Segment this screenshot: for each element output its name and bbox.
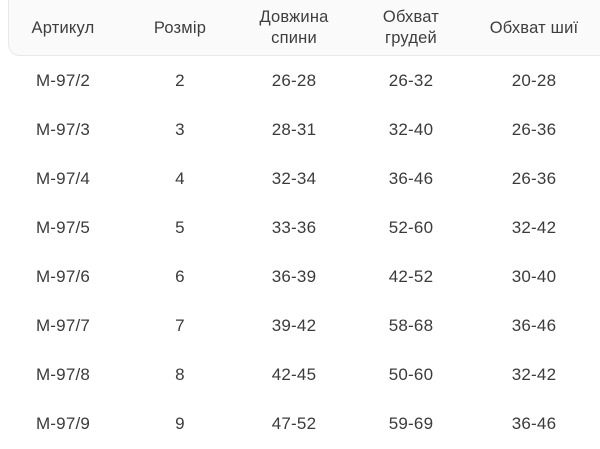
table-row: М-97/9 9 47-52 59-69 36-46 (0, 399, 600, 448)
size-cell: 6 (175, 266, 185, 286)
article-cell: М-97/4 (35, 168, 91, 188)
back-length-cell: 36-39 (271, 266, 317, 286)
back-length-cell: 33-36 (271, 217, 317, 237)
neck-girth-cell: 32-42 (511, 217, 557, 237)
chest-girth-cell: 42-52 (388, 266, 434, 286)
back-length-cell: 47-52 (271, 413, 317, 433)
column-header-label: Довжина спини (259, 8, 329, 47)
column-header-article: Артикул (0, 0, 126, 56)
neck-girth-cell: 30-40 (511, 266, 557, 286)
table-row: М-97/2 2 26-28 26-32 20-28 (0, 56, 600, 105)
neck-girth-cell: 36-46 (511, 315, 557, 335)
back-length-cell: 39-42 (271, 315, 317, 335)
column-header-neck-girth: Обхват шиї (468, 0, 600, 56)
chest-girth-cell: 36-46 (388, 168, 434, 188)
size-cell: 2 (175, 70, 185, 90)
article-cell: М-97/8 (35, 364, 91, 384)
chest-girth-cell: 58-68 (388, 315, 434, 335)
table-row: М-97/5 5 33-36 52-60 32-42 (0, 203, 600, 252)
article-cell: М-97/6 (35, 266, 91, 286)
table-row: М-97/3 3 28-31 32-40 26-36 (0, 105, 600, 154)
size-cell: 5 (175, 217, 185, 237)
table-header-row: Артикул Розмір Довжина спини Обхват груд… (0, 0, 600, 56)
neck-girth-cell: 26-36 (511, 168, 557, 188)
back-length-cell: 26-28 (271, 70, 317, 90)
column-header-back-length: Довжина спини (234, 0, 354, 56)
chest-girth-cell: 59-69 (388, 413, 434, 433)
chest-girth-cell: 26-32 (388, 70, 434, 90)
article-cell: М-97/9 (35, 413, 91, 433)
table-row: М-97/8 8 42-45 50-60 32-42 (0, 350, 600, 399)
chest-girth-cell: 32-40 (388, 119, 434, 139)
article-cell: М-97/5 (35, 217, 91, 237)
size-cell: 4 (175, 168, 185, 188)
size-cell: 8 (175, 364, 185, 384)
chest-girth-cell: 52-60 (388, 217, 434, 237)
back-length-cell: 28-31 (271, 119, 317, 139)
neck-girth-cell: 20-28 (511, 70, 557, 90)
neck-girth-cell: 32-42 (511, 364, 557, 384)
table-row: М-97/7 7 39-42 58-68 36-46 (0, 301, 600, 350)
table-body: М-97/2 2 26-28 26-32 20-28 М-97/3 3 28-3… (0, 56, 600, 448)
column-header-chest-girth: Обхват грудей (354, 0, 468, 56)
article-cell: М-97/3 (35, 119, 91, 139)
size-cell: 9 (175, 413, 185, 433)
chest-girth-cell: 50-60 (388, 364, 434, 384)
table-row: М-97/6 6 36-39 42-52 30-40 (0, 252, 600, 301)
size-cell: 3 (175, 119, 185, 139)
size-cell: 7 (175, 315, 185, 335)
back-length-cell: 32-34 (271, 168, 317, 188)
neck-girth-cell: 26-36 (511, 119, 557, 139)
column-header-label: Артикул (31, 18, 95, 37)
column-header-size: Розмір (126, 0, 234, 56)
column-header-label: Розмір (153, 18, 207, 37)
article-cell: М-97/7 (35, 315, 91, 335)
column-header-label: Обхват грудей (382, 8, 440, 47)
article-cell: М-97/2 (35, 70, 91, 90)
column-header-label: Обхват шиї (489, 18, 579, 37)
table-row: М-97/4 4 32-34 36-46 26-36 (0, 154, 600, 203)
neck-girth-cell: 36-46 (511, 413, 557, 433)
table-header-band (8, 0, 600, 56)
back-length-cell: 42-45 (271, 364, 317, 384)
